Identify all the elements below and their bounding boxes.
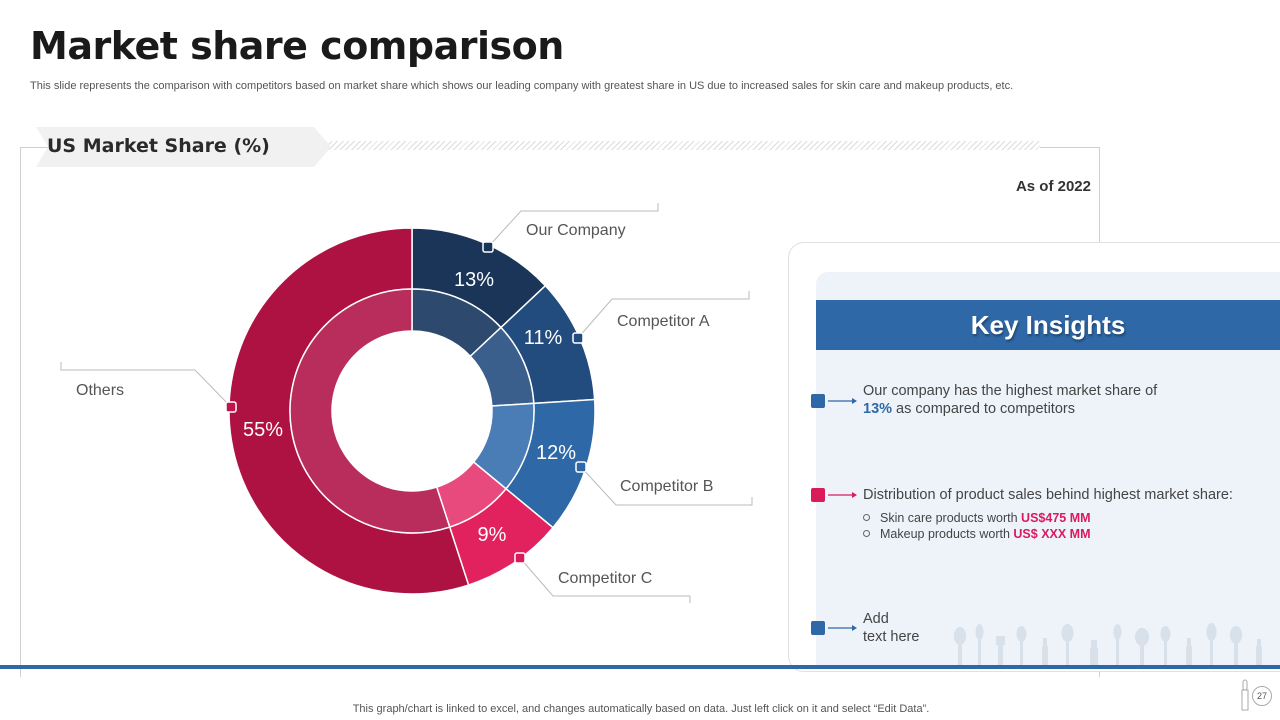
section-tag-shape xyxy=(36,127,331,167)
category-label-others: Others xyxy=(76,382,124,399)
insight-2-sub-1: Skin care products worth US$475 MM xyxy=(863,511,1091,525)
leader-line-others xyxy=(60,362,232,408)
donut-chart[interactable]: 13% Our Company 11% Competitor A 12% Competit… xyxy=(0,0,800,665)
insight-1-arrow-icon xyxy=(828,398,857,404)
donut-hole xyxy=(332,331,492,491)
page-subtitle: This slide represents the comparison wit… xyxy=(30,80,1014,92)
leader-marker-competitor-b xyxy=(575,461,587,473)
insight-2-marker xyxy=(811,488,825,502)
insight-2-text: Distribution of product sales behind hig… xyxy=(863,487,1233,503)
insight-2-sub-2-value: US$ XXX MM xyxy=(1013,527,1091,541)
category-label-our-company: Our Company xyxy=(526,222,626,239)
leader-marker-competitor-c xyxy=(514,552,526,564)
sub-bullet-icon xyxy=(863,530,870,537)
insights-title: Key Insights xyxy=(816,300,1280,350)
insight-2-arrow-icon xyxy=(828,492,857,498)
insight-1-text-a: Our company has the highest market share… xyxy=(863,383,1158,399)
pct-label-competitor-c: 9% xyxy=(478,524,507,546)
sub-bullet-icon xyxy=(863,514,870,521)
as-of-label: As of 2022 xyxy=(1015,178,1091,195)
insight-2-sub-2: Makeup products worth US$ XXX MM xyxy=(863,527,1091,541)
insight-1-text-b: as compared to competitors xyxy=(892,401,1075,417)
leader-marker-our-company xyxy=(482,241,494,253)
pct-label-our-company: 13% xyxy=(454,269,494,291)
leader-marker-competitor-a xyxy=(572,332,584,344)
insight-2-sub-1-value: US$475 MM xyxy=(1021,511,1091,525)
pct-label-competitor-a: 11% xyxy=(524,327,563,349)
insight-3-marker xyxy=(811,621,825,635)
leader-line-competitor-b xyxy=(580,466,753,506)
insight-1-highlight: 13% xyxy=(863,401,893,417)
insight-1-text: Our company has the highest market share… xyxy=(863,382,1223,418)
pct-label-others: 55% xyxy=(243,419,283,441)
insight-3-line-2: text here xyxy=(863,629,920,645)
pct-label-competitor-b: 12% xyxy=(536,442,576,464)
leader-line-our-company xyxy=(487,203,659,248)
page-number: 27 xyxy=(1252,686,1272,706)
insight-3-arrow-icon xyxy=(828,625,857,631)
category-label-competitor-c: Competitor C xyxy=(558,570,652,587)
category-label-competitor-a: Competitor A xyxy=(617,313,710,330)
lipstick-icon xyxy=(1241,679,1249,711)
leader-line-competitor-a xyxy=(577,291,750,339)
cosmetics-brushes-icon xyxy=(954,623,1262,666)
insight-2-sub-1-label: Skin care products worth xyxy=(880,511,1022,525)
hatch-divider xyxy=(320,141,1040,150)
leader-line-competitor-c xyxy=(519,557,691,603)
insight-1-marker xyxy=(811,394,825,408)
insight-2-sub-2-label: Makeup products worth xyxy=(880,527,1014,541)
page-title: Market share comparison xyxy=(30,24,564,68)
footer-note: This graph/chart is linked to excel, and… xyxy=(352,703,930,715)
category-label-competitor-b: Competitor B xyxy=(620,478,713,495)
footer-divider xyxy=(0,665,1280,669)
leader-marker-others xyxy=(225,401,237,413)
section-tag-label: US Market Share (%) xyxy=(47,135,270,157)
insight-3-line-1: Add xyxy=(863,611,889,627)
insight-3-text[interactable]: Add text here xyxy=(863,610,919,646)
